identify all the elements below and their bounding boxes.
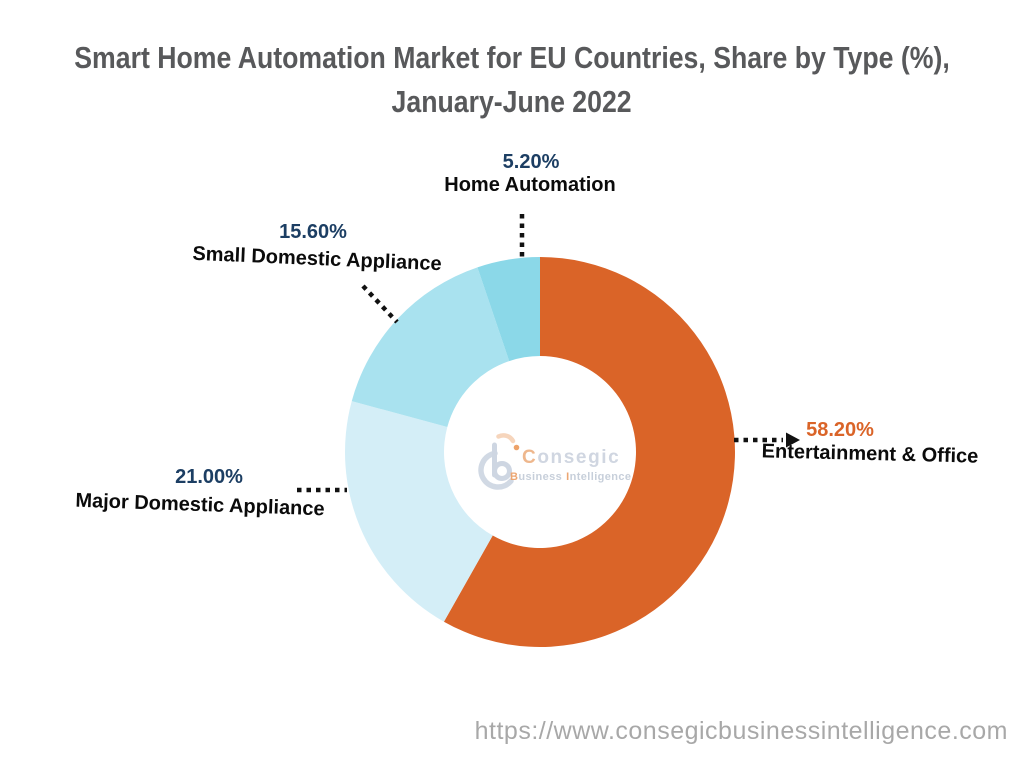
category-label-home-automation: Home Automation [444, 174, 616, 196]
source-url-link[interactable]: https://www.consegicbusinessintelligence… [474, 717, 1008, 745]
watermark-brand-subtitle: Business Intelligence [510, 471, 632, 483]
donut-segment-small-domestic-appliance [351, 267, 510, 427]
percent-label-small-domestic-appliance: 15.60% [279, 221, 347, 243]
consegic-b-icon [478, 433, 520, 490]
leader-small-domestic-appliance [361, 284, 399, 324]
donut-segment-major-domestic-appliance [344, 401, 493, 622]
percent-label-home-automation: 5.20% [502, 151, 560, 173]
page-title-line-1: Smart Home Automation Market for EU Coun… [74, 40, 950, 75]
percent-label-entertainment-office: 58.20% [806, 419, 874, 441]
leader-entertainment-office-arrowhead-icon [786, 432, 800, 448]
watermark-brand-name: Consegic [522, 447, 621, 468]
donut-segment-home-automation [477, 257, 540, 362]
percent-label-major-domestic-appliance: 21.00% [175, 466, 243, 488]
page-title-line-2: January-June 2022 [391, 84, 633, 119]
page-title: Smart Home Automation Market for EU Coun… [0, 36, 1024, 124]
consegic-watermark-logo: Consegic Business Intelligence [478, 430, 638, 496]
donut-segment-entertainment-office [443, 257, 735, 648]
